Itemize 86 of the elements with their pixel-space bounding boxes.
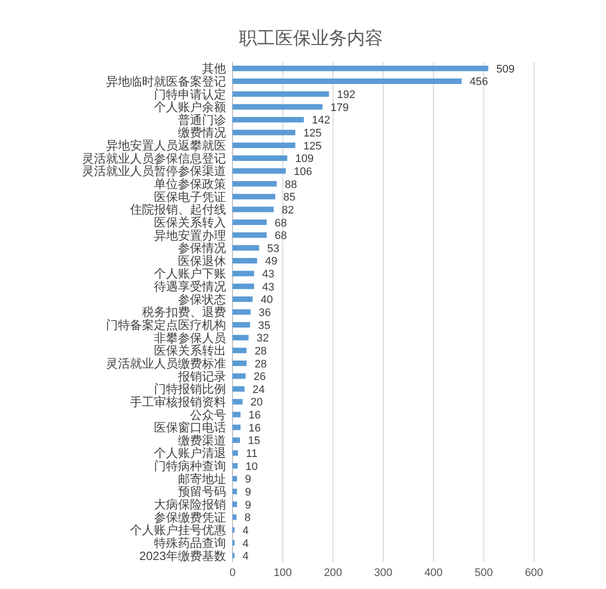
value-label: 88 (284, 178, 297, 191)
category-label: 税务扣费、退费 (142, 305, 226, 320)
category-label: 医保关系转入 (154, 215, 226, 230)
category-label: 待遇享受情况 (154, 280, 226, 294)
category-label: 普通门诊 (178, 112, 226, 127)
category-label: 其他 (202, 62, 226, 76)
category-label: 门特报销比例 (154, 382, 226, 396)
category-label: 缴费情况 (178, 126, 226, 140)
category-label: 灵活就业人员暂停参保渠道 (82, 164, 226, 178)
value-label: 20 (250, 396, 263, 409)
category-label: 手工审核报销资料 (130, 394, 226, 409)
value-label: 49 (265, 256, 278, 268)
category-label: 参保缴费凭证 (154, 510, 226, 524)
value-label: 32 (256, 332, 269, 345)
value-label: 28 (254, 358, 267, 370)
category-label: 个人账户挂号优惠 (130, 523, 226, 538)
x-tick-label: 500 (474, 567, 493, 579)
value-label: 82 (282, 204, 294, 216)
value-label: 26 (254, 371, 266, 384)
value-label: 8 (244, 512, 251, 524)
category-label: 参保状态 (178, 292, 226, 306)
value-label: 109 (295, 153, 314, 166)
category-label: 个人账户下账 (154, 266, 226, 281)
value-label: 125 (303, 128, 322, 140)
value-label: 15 (248, 435, 260, 448)
category-label: 门特病种查询 (154, 459, 226, 474)
value-label: 53 (267, 242, 280, 255)
category-label: 门特申请认定 (154, 87, 226, 102)
value-label: 192 (336, 89, 356, 102)
value-label: 4 (242, 524, 249, 537)
value-label: 456 (470, 76, 488, 88)
x-tick-label: 0 (229, 567, 236, 579)
value-label: 179 (330, 102, 349, 114)
value-label: 85 (283, 192, 296, 204)
category-label: 特殊药品查询 (154, 536, 226, 550)
value-label: 11 (246, 448, 258, 460)
category-label: 个人账户余额 (154, 100, 226, 114)
value-label: 4 (242, 538, 249, 550)
category-label: 住院报销、起付线 (130, 202, 226, 217)
category-label: 参保情况 (178, 241, 226, 256)
value-label: 509 (496, 63, 515, 76)
value-label: 16 (248, 422, 261, 434)
category-label: 医保窗口电话 (154, 420, 226, 435)
value-label: 43 (262, 268, 274, 281)
category-label: 灵活就业人员参保信息登记 (82, 151, 226, 166)
title: 职工医保业务内容 (239, 28, 383, 48)
x-tick-label: 200 (324, 567, 342, 579)
x-tick-label: 100 (274, 567, 292, 579)
value-label: 36 (258, 307, 271, 319)
category-label: 个人账户清退 (154, 446, 226, 460)
category-label: 医保关系转出 (154, 344, 226, 358)
category-label: 异地安置人员返攀就医 (106, 138, 226, 153)
value-label: 106 (294, 166, 312, 178)
category-label: 报销记录 (178, 369, 226, 384)
category-label: 公众号 (190, 408, 226, 422)
value-label: 9 (245, 486, 252, 498)
value-label: 4 (242, 550, 249, 563)
category-label: 非攀参保人员 (154, 330, 226, 345)
value-label: 28 (254, 345, 267, 358)
category-label: 门特备案定点医疗机构 (106, 318, 226, 332)
category-label: 灵活就业人员缴费标准 (106, 356, 226, 370)
value-label: 9 (245, 474, 252, 486)
value-label: 35 (258, 320, 270, 332)
value-label: 142 (312, 114, 330, 127)
value-label: 68 (274, 217, 287, 230)
value-label: 10 (246, 460, 258, 473)
value-label: 68 (274, 230, 287, 242)
x-tick-label: 300 (374, 567, 392, 579)
category-label: 单位参保政策 (154, 177, 226, 191)
category-label: 2023年缴费基数 (139, 548, 226, 563)
category-label: 缴费渠道 (178, 433, 226, 448)
value-label: 43 (262, 281, 274, 294)
x-tick-label: 400 (424, 567, 443, 579)
x-tick-label: 600 (524, 567, 544, 579)
value-label: 40 (260, 294, 273, 306)
category-label: 异地安置办理 (154, 228, 226, 242)
category-label: 医保退休 (178, 254, 226, 268)
value-label: 24 (252, 384, 265, 396)
value-label: 125 (303, 140, 322, 152)
category-label: 预留号码 (178, 484, 226, 499)
value-label: 16 (248, 410, 261, 422)
category-label: 异地临时就医备案登记 (106, 74, 226, 88)
value-label: 9 (245, 499, 252, 512)
category-label: 大病保险报销 (154, 498, 226, 512)
category-label: 邮寄地址 (178, 472, 226, 486)
category-label: 医保电子凭证 (154, 190, 226, 204)
